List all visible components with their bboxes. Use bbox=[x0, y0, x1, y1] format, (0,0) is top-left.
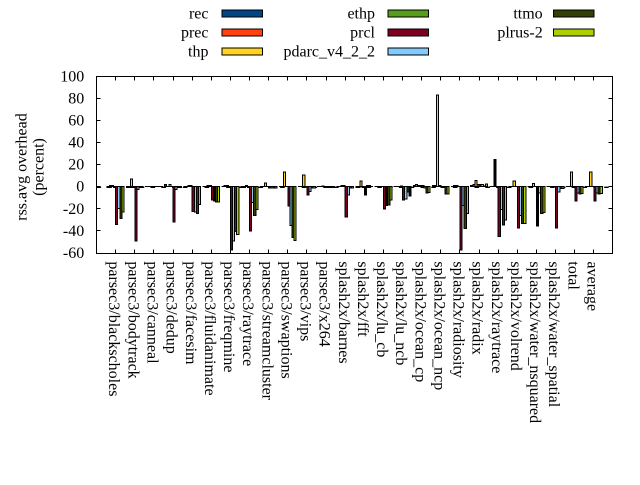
svg-text:thp: thp bbox=[188, 43, 208, 60]
svg-text:parsec3/raytrace: parsec3/raytrace bbox=[239, 261, 256, 366]
svg-text:parsec3/dedup: parsec3/dedup bbox=[163, 261, 180, 353]
svg-text:splash2x/water_spatial: splash2x/water_spatial bbox=[545, 261, 562, 407]
svg-text:parsec3/fluidanimate: parsec3/fluidanimate bbox=[201, 261, 218, 395]
svg-text:40: 40 bbox=[68, 135, 84, 152]
svg-text:parsec3/canneal: parsec3/canneal bbox=[143, 261, 160, 364]
svg-text:0: 0 bbox=[76, 179, 84, 196]
svg-text:splash2x/water_nsquared: splash2x/water_nsquared bbox=[526, 261, 543, 423]
svg-text:(percent): (percent) bbox=[31, 138, 48, 196]
svg-text:prec: prec bbox=[181, 24, 209, 41]
svg-text:splash2x/ocean_cp: splash2x/ocean_cp bbox=[411, 261, 428, 382]
svg-text:rss.avg overhead: rss.avg overhead bbox=[14, 113, 31, 221]
svg-text:splash2x/barnes: splash2x/barnes bbox=[335, 261, 352, 363]
svg-text:splash2x/volrend: splash2x/volrend bbox=[507, 261, 524, 370]
svg-text:splash2x/raytrace: splash2x/raytrace bbox=[488, 261, 505, 373]
svg-text:splash2x/ocean_ncp: splash2x/ocean_ncp bbox=[430, 261, 447, 390]
svg-text:splash2x/radiosity: splash2x/radiosity bbox=[450, 261, 467, 377]
svg-text:total: total bbox=[564, 261, 581, 290]
svg-text:60: 60 bbox=[68, 112, 84, 129]
svg-text:prcl: prcl bbox=[350, 24, 375, 41]
svg-text:parsec3/facesim: parsec3/facesim bbox=[182, 261, 199, 365]
svg-text:splash2x/radix: splash2x/radix bbox=[469, 261, 486, 354]
svg-text:ttmo: ttmo bbox=[513, 5, 542, 22]
svg-text:splash2x/fft: splash2x/fft bbox=[354, 261, 371, 337]
svg-text:parsec3/freqmine: parsec3/freqmine bbox=[220, 261, 237, 372]
svg-text:splash2x/lu_ncb: splash2x/lu_ncb bbox=[392, 261, 409, 365]
svg-text:plrus-2: plrus-2 bbox=[497, 24, 542, 41]
svg-text:-60: -60 bbox=[63, 245, 84, 262]
svg-text:100: 100 bbox=[60, 68, 84, 85]
svg-text:ethp: ethp bbox=[347, 5, 375, 22]
svg-text:parsec3/vips: parsec3/vips bbox=[297, 261, 314, 341]
svg-text:parsec3/streamcluster: parsec3/streamcluster bbox=[258, 261, 275, 400]
svg-text:20: 20 bbox=[68, 157, 84, 174]
svg-text:splash2x/lu_cb: splash2x/lu_cb bbox=[373, 261, 390, 357]
svg-text:parsec3/swaptions: parsec3/swaptions bbox=[277, 261, 294, 378]
svg-text:parsec3/blackscholes: parsec3/blackscholes bbox=[105, 261, 122, 396]
svg-text:pdarc_v4_2_2: pdarc_v4_2_2 bbox=[283, 43, 375, 60]
svg-text:80: 80 bbox=[68, 90, 84, 107]
svg-text:rec: rec bbox=[189, 5, 209, 22]
svg-text:-40: -40 bbox=[63, 223, 84, 240]
svg-text:parsec3/x264: parsec3/x264 bbox=[316, 261, 333, 346]
svg-text:parsec3/bodytrack: parsec3/bodytrack bbox=[124, 261, 141, 378]
svg-text:-20: -20 bbox=[63, 201, 84, 218]
svg-text:average: average bbox=[583, 261, 600, 311]
